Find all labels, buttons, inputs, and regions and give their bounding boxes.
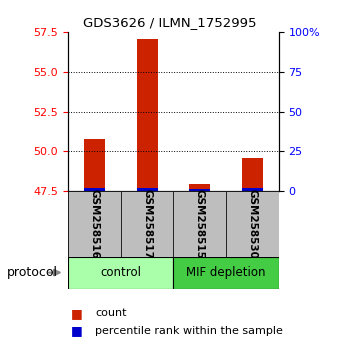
Bar bbox=[189, 189, 210, 191]
Text: MIF depletion: MIF depletion bbox=[186, 266, 266, 279]
FancyBboxPatch shape bbox=[173, 257, 279, 289]
Text: GSM258516: GSM258516 bbox=[89, 189, 99, 259]
Text: GSM258530: GSM258530 bbox=[248, 189, 257, 259]
Text: GSM258517: GSM258517 bbox=[142, 189, 152, 259]
FancyBboxPatch shape bbox=[226, 191, 279, 257]
Text: GSM258515: GSM258515 bbox=[195, 189, 205, 259]
FancyBboxPatch shape bbox=[68, 191, 279, 257]
FancyBboxPatch shape bbox=[121, 191, 173, 257]
Bar bbox=[242, 188, 263, 191]
Text: control: control bbox=[100, 266, 141, 279]
Text: protocol: protocol bbox=[7, 266, 58, 279]
Bar bbox=[84, 139, 105, 191]
Bar bbox=[136, 188, 157, 191]
Bar bbox=[189, 184, 210, 191]
Text: ■: ■ bbox=[71, 325, 87, 337]
Text: GDS3626 / ILMN_1752995: GDS3626 / ILMN_1752995 bbox=[83, 16, 257, 29]
Bar bbox=[136, 39, 157, 191]
FancyBboxPatch shape bbox=[68, 257, 173, 289]
FancyBboxPatch shape bbox=[68, 257, 279, 289]
Bar bbox=[242, 158, 263, 191]
Text: ■: ■ bbox=[71, 307, 87, 320]
Text: count: count bbox=[95, 308, 127, 318]
Bar bbox=[84, 188, 105, 191]
FancyBboxPatch shape bbox=[68, 191, 121, 257]
FancyBboxPatch shape bbox=[173, 191, 226, 257]
Text: percentile rank within the sample: percentile rank within the sample bbox=[95, 326, 283, 336]
